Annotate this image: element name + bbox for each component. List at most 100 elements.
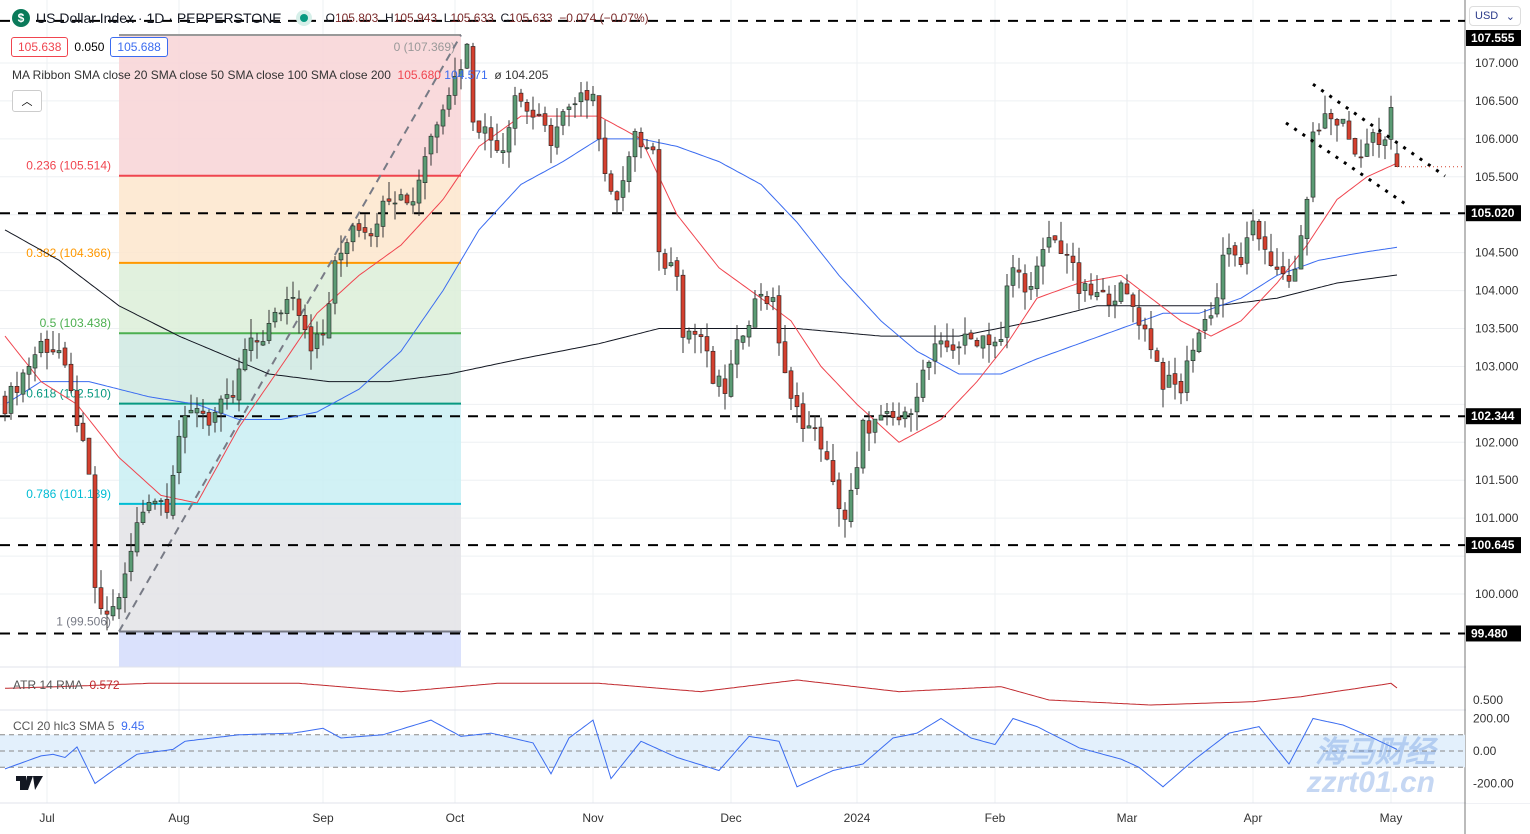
candle bbox=[1286, 275, 1292, 282]
candle bbox=[152, 500, 158, 504]
candle bbox=[368, 233, 374, 237]
candle bbox=[836, 479, 842, 510]
candle bbox=[998, 339, 1004, 342]
fib-zone bbox=[119, 262, 461, 334]
time-tick-label: Jul bbox=[39, 811, 54, 825]
candle bbox=[182, 415, 188, 438]
candle bbox=[338, 252, 344, 261]
candle bbox=[548, 124, 554, 146]
time-tick-label: Sep bbox=[312, 811, 334, 825]
candle bbox=[662, 253, 668, 269]
candle bbox=[1262, 236, 1268, 250]
candle bbox=[194, 408, 200, 414]
candle bbox=[1016, 269, 1022, 273]
candle bbox=[440, 109, 446, 127]
candle bbox=[38, 340, 44, 354]
fib-level-label: 0.5 (103.438) bbox=[40, 316, 111, 330]
candle bbox=[602, 137, 608, 174]
candle bbox=[1376, 132, 1382, 145]
candle bbox=[746, 325, 752, 338]
candle bbox=[830, 460, 836, 482]
candle bbox=[770, 297, 776, 302]
candle bbox=[524, 102, 530, 112]
candle bbox=[422, 156, 428, 184]
candle bbox=[1136, 307, 1142, 326]
atr-legend[interactable]: ATR 14 RMA 0.572 bbox=[13, 678, 120, 692]
sell-price-button[interactable]: 105.638 bbox=[11, 37, 69, 57]
candle bbox=[1040, 249, 1046, 267]
candle bbox=[518, 92, 524, 102]
candle bbox=[974, 340, 980, 347]
candle bbox=[242, 349, 248, 371]
candle bbox=[1340, 118, 1346, 124]
candle bbox=[1190, 349, 1196, 362]
candle bbox=[698, 334, 704, 338]
candle bbox=[638, 131, 644, 148]
bid-ask: 105.638 0.050 105.688 bbox=[11, 37, 168, 57]
candle bbox=[1148, 328, 1154, 351]
time-tick-label: 2024 bbox=[844, 811, 871, 825]
candle bbox=[740, 335, 746, 343]
candle bbox=[1226, 247, 1232, 255]
candle bbox=[1142, 324, 1148, 330]
candle bbox=[1124, 283, 1130, 295]
symbol-title[interactable]: US Dollar Index · 1D · PEPPERSTONE bbox=[36, 10, 282, 26]
candle bbox=[14, 386, 20, 393]
fib-zone bbox=[119, 503, 461, 632]
fib-zone bbox=[119, 175, 461, 263]
candle bbox=[8, 385, 14, 414]
candle bbox=[872, 418, 878, 433]
candle bbox=[818, 426, 824, 450]
candle bbox=[1178, 381, 1184, 394]
candle bbox=[734, 339, 740, 365]
fib-level-label: 0 (107.369) bbox=[394, 40, 455, 54]
price-tick-label: 106.000 bbox=[1475, 132, 1519, 146]
candle bbox=[1100, 289, 1106, 293]
buy-price-button[interactable]: 105.688 bbox=[110, 37, 168, 57]
candle bbox=[416, 179, 422, 204]
currency-select[interactable]: USD ⌄ bbox=[1469, 6, 1521, 26]
candle bbox=[644, 147, 650, 149]
candle bbox=[266, 323, 272, 341]
candle bbox=[140, 511, 146, 523]
candle bbox=[1388, 107, 1394, 140]
candle bbox=[596, 95, 602, 140]
candle bbox=[446, 95, 452, 110]
cci-line bbox=[4, 717, 1398, 788]
candle bbox=[1214, 297, 1220, 315]
ma-ribbon-legend[interactable]: MA Ribbon SMA close 20 SMA close 50 SMA … bbox=[12, 68, 549, 82]
candle bbox=[326, 303, 332, 339]
cci-tick-label: -200.00 bbox=[1473, 777, 1514, 791]
candle bbox=[302, 315, 308, 331]
candle bbox=[32, 354, 38, 369]
candle bbox=[68, 363, 74, 391]
candle bbox=[158, 500, 164, 502]
candle bbox=[716, 375, 722, 387]
price-tick-label: 101.000 bbox=[1475, 511, 1519, 525]
candle bbox=[1028, 286, 1034, 290]
candle bbox=[134, 522, 140, 553]
candle bbox=[1346, 120, 1352, 140]
candle bbox=[1208, 315, 1214, 319]
candle bbox=[464, 43, 470, 69]
candle bbox=[926, 361, 932, 368]
collapse-legend-button[interactable]: ︿ bbox=[12, 90, 42, 112]
candle bbox=[1322, 113, 1328, 129]
cci-legend[interactable]: CCI 20 hlc3 SMA 5 9.45 bbox=[13, 719, 145, 733]
candle bbox=[494, 140, 500, 151]
price-tick-label: 104.000 bbox=[1475, 284, 1519, 298]
candle bbox=[560, 111, 566, 126]
candle bbox=[572, 103, 578, 106]
spread: 0.050 bbox=[74, 40, 105, 54]
candle bbox=[218, 398, 224, 414]
chevron-up-icon: ︿ bbox=[21, 96, 33, 108]
fib-level-label: 0.618 (102.510) bbox=[26, 387, 111, 401]
candle bbox=[128, 550, 134, 572]
candle bbox=[1088, 283, 1094, 296]
candle bbox=[1034, 265, 1040, 290]
candle bbox=[248, 337, 254, 351]
level-price-tag bbox=[1466, 625, 1521, 642]
level-price-tag bbox=[1466, 30, 1521, 46]
candle bbox=[278, 312, 284, 315]
